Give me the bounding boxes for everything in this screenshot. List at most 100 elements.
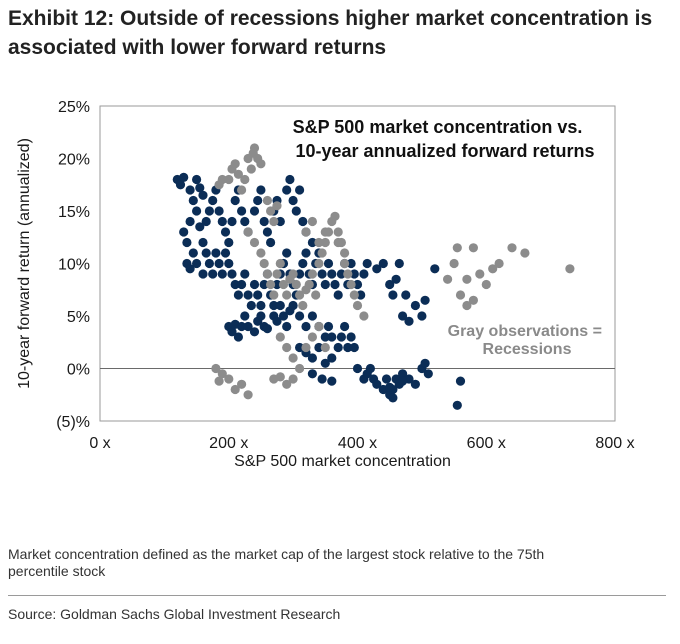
- data-point: [320, 279, 330, 290]
- recession-point: [314, 258, 324, 269]
- chart-title-line-1: S&P 500 market concentration vs.: [293, 117, 583, 137]
- data-point: [195, 183, 205, 193]
- data-point: [256, 311, 266, 321]
- data-point: [233, 332, 243, 342]
- data-point: [243, 321, 253, 332]
- data-point: [385, 279, 395, 290]
- data-point: [217, 269, 227, 279]
- divider: [8, 595, 666, 596]
- data-point: [230, 279, 240, 290]
- data-point: [237, 321, 247, 332]
- data-point: [307, 237, 317, 248]
- data-point: [192, 206, 202, 216]
- recession-point: [262, 195, 272, 206]
- data-point: [343, 342, 353, 353]
- recession-point: [295, 363, 305, 374]
- recession-point: [230, 384, 240, 395]
- data-point: [291, 206, 301, 216]
- data-point: [307, 311, 317, 321]
- data-point: [349, 342, 359, 353]
- data-point: [227, 216, 237, 227]
- y-axis-label: 10-year forward return (annualized): [16, 138, 33, 389]
- recession-point: [243, 227, 253, 237]
- data-point: [182, 237, 192, 248]
- recession-point: [259, 258, 269, 269]
- recession-annotation: Gray observations = Recessions: [448, 323, 607, 358]
- recession-point: [481, 279, 491, 290]
- recession-point: [346, 279, 356, 290]
- data-point: [240, 311, 250, 321]
- data-point: [349, 269, 359, 279]
- recession-point: [243, 390, 253, 400]
- recession-point: [224, 174, 234, 185]
- data-point: [237, 279, 247, 290]
- data-point: [272, 316, 282, 326]
- data-point: [224, 237, 234, 248]
- data-point: [240, 216, 250, 227]
- data-point: [214, 258, 224, 269]
- data-point: [295, 342, 305, 353]
- recession-point: [217, 369, 227, 379]
- data-point: [192, 258, 202, 269]
- data-point: [359, 269, 369, 279]
- data-point: [262, 324, 272, 334]
- recession-point: [269, 216, 279, 227]
- data-point: [256, 185, 266, 195]
- data-point: [240, 269, 250, 279]
- recession-point: [307, 216, 317, 227]
- data-point: [208, 269, 218, 279]
- data-point: [388, 393, 398, 403]
- recession-point: [443, 274, 453, 284]
- data-point: [336, 269, 346, 279]
- data-point: [201, 216, 211, 227]
- data-point: [253, 290, 263, 300]
- x-tick-label: 400 x: [338, 435, 377, 452]
- data-point: [323, 258, 334, 269]
- recession-point: [214, 180, 224, 190]
- footnote: Market concentration defined as the mark…: [8, 546, 545, 579]
- chart-title-line-2: 10-year annualized forward returns: [295, 141, 594, 161]
- recession-point: [462, 274, 472, 284]
- data-point: [394, 258, 404, 269]
- data-point: [340, 321, 350, 332]
- recession-point: [314, 237, 324, 248]
- data-point: [346, 258, 356, 269]
- recession-point: [507, 243, 517, 253]
- recession-point: [468, 295, 478, 305]
- data-point: [272, 279, 282, 290]
- recession-point: [262, 269, 272, 279]
- data-point: [295, 311, 305, 321]
- data-point: [381, 374, 392, 384]
- x-tick-label: 800 x: [595, 435, 634, 452]
- data-point: [282, 321, 292, 332]
- recession-point: [237, 379, 247, 389]
- data-point: [391, 274, 401, 284]
- recession-point: [282, 379, 292, 389]
- recession-point: [256, 248, 266, 258]
- data-point: [301, 248, 311, 258]
- data-point: [288, 300, 298, 311]
- data-point: [410, 300, 420, 311]
- data-point: [233, 290, 243, 300]
- data-point: [230, 195, 240, 206]
- data-point: [275, 300, 285, 311]
- data-point: [249, 279, 260, 290]
- data-point: [298, 216, 308, 227]
- recession-point: [233, 169, 243, 179]
- recession-point: [333, 227, 343, 237]
- data-point: [204, 206, 214, 216]
- data-point: [430, 264, 440, 274]
- data-point: [333, 290, 343, 300]
- recession-point: [272, 269, 282, 279]
- y-tick-label: 10%: [58, 257, 90, 274]
- data-point: [401, 290, 411, 300]
- source-note: Source: Goldman Sachs Global Investment …: [8, 606, 341, 622]
- recession-point: [452, 243, 462, 253]
- data-point: [253, 195, 263, 206]
- recession-point: [249, 143, 260, 153]
- chart-title: S&P 500 market concentration vs. 10-year…: [293, 117, 595, 161]
- data-point: [285, 174, 295, 185]
- recession-point: [282, 290, 292, 300]
- recession-point: [462, 300, 472, 311]
- data-point: [307, 369, 317, 379]
